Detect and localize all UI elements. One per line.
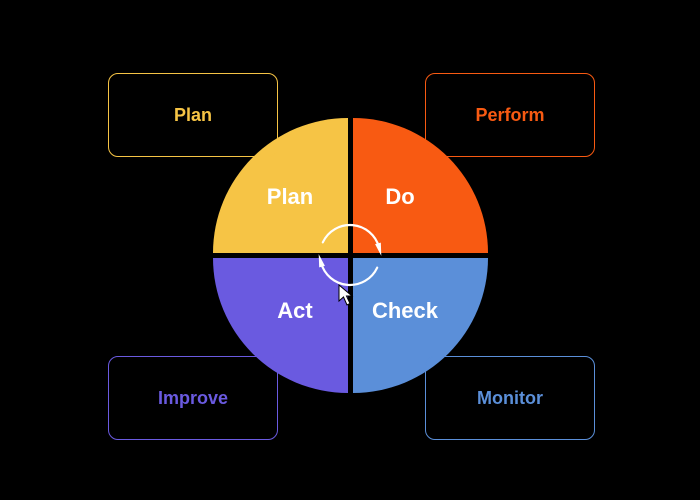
pdca-diagram: Plan Do Check Act Plan Perform Monitor Improve <box>0 0 700 500</box>
quadrant-plan-label: Plan <box>267 184 313 210</box>
plan-box-label: Plan <box>174 105 212 126</box>
improve-box-label: Improve <box>158 388 228 409</box>
monitor-box-label: Monitor <box>477 388 543 409</box>
quadrant-do-label: Do <box>385 184 414 210</box>
monitor-box: Monitor <box>425 356 595 440</box>
perform-box: Perform <box>425 73 595 157</box>
improve-box: Improve <box>108 356 278 440</box>
cursor-icon <box>338 284 358 308</box>
perform-box-label: Perform <box>475 105 544 126</box>
quadrant-act-label: Act <box>277 298 312 324</box>
quadrant-check-label: Check <box>372 298 438 324</box>
plan-box: Plan <box>108 73 278 157</box>
